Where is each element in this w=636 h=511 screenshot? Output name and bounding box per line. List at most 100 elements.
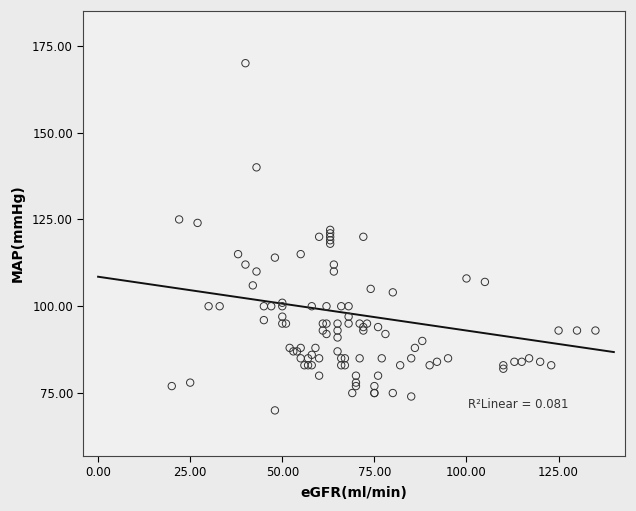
Point	[425, 361, 435, 369]
Point	[292, 347, 302, 356]
Point	[336, 354, 347, 362]
Point	[307, 302, 317, 310]
Point	[281, 319, 291, 328]
Point	[247, 282, 258, 290]
Point	[366, 285, 376, 293]
Point	[343, 319, 354, 328]
Point	[214, 302, 225, 310]
Point	[296, 250, 306, 258]
Point	[546, 361, 556, 369]
Text: R²Linear = 0.081: R²Linear = 0.081	[468, 398, 569, 411]
Point	[329, 261, 339, 269]
Point	[270, 406, 280, 414]
Point	[325, 226, 335, 234]
Point	[351, 382, 361, 390]
X-axis label: eGFR(ml/min): eGFR(ml/min)	[301, 486, 408, 500]
Point	[277, 313, 287, 321]
Point	[358, 233, 368, 241]
Point	[259, 316, 269, 324]
Point	[395, 361, 405, 369]
Point	[535, 358, 545, 366]
Point	[321, 319, 331, 328]
Point	[300, 361, 310, 369]
Point	[347, 389, 357, 397]
Point	[325, 233, 335, 241]
Point	[388, 389, 398, 397]
Point	[325, 229, 335, 238]
Point	[417, 337, 427, 345]
Point	[388, 288, 398, 296]
Point	[321, 302, 331, 310]
Point	[167, 382, 177, 390]
Point	[325, 236, 335, 244]
Point	[303, 361, 313, 369]
Point	[373, 323, 383, 331]
Point	[314, 233, 324, 241]
Point	[498, 365, 508, 373]
Point	[572, 327, 582, 335]
Point	[336, 361, 347, 369]
Point	[284, 344, 294, 352]
Point	[233, 250, 243, 258]
Point	[266, 302, 276, 310]
Point	[307, 361, 317, 369]
Point	[296, 354, 306, 362]
Point	[296, 344, 306, 352]
Point	[377, 354, 387, 362]
Point	[443, 354, 453, 362]
Point	[174, 215, 184, 223]
Point	[240, 261, 251, 269]
Point	[370, 382, 380, 390]
Point	[333, 327, 343, 335]
Point	[370, 389, 380, 397]
Point	[480, 278, 490, 286]
Point	[270, 253, 280, 262]
Point	[333, 333, 343, 341]
Point	[432, 358, 442, 366]
Point	[343, 302, 354, 310]
Point	[277, 302, 287, 310]
Point	[277, 319, 287, 328]
Point	[354, 354, 364, 362]
Point	[185, 379, 195, 387]
Point	[553, 327, 563, 335]
Point	[329, 267, 339, 275]
Point	[370, 389, 380, 397]
Point	[325, 240, 335, 248]
Point	[553, 400, 563, 408]
Point	[509, 358, 520, 366]
Y-axis label: MAP(mmHg): MAP(mmHg)	[11, 184, 25, 282]
Point	[314, 354, 324, 362]
Point	[340, 361, 350, 369]
Point	[204, 302, 214, 310]
Point	[358, 327, 368, 335]
Point	[362, 319, 372, 328]
Point	[358, 323, 368, 331]
Point	[340, 354, 350, 362]
Point	[461, 274, 471, 283]
Point	[590, 327, 600, 335]
Point	[318, 327, 328, 335]
Point	[516, 358, 527, 366]
Point	[240, 59, 251, 67]
Point	[193, 219, 203, 227]
Point	[524, 354, 534, 362]
Point	[251, 163, 261, 171]
Point	[259, 302, 269, 310]
Point	[307, 351, 317, 359]
Point	[318, 319, 328, 328]
Point	[406, 392, 417, 401]
Point	[351, 371, 361, 380]
Point	[410, 344, 420, 352]
Point	[333, 347, 343, 356]
Point	[303, 354, 313, 362]
Point	[251, 267, 261, 275]
Point	[380, 330, 391, 338]
Point	[277, 298, 287, 307]
Point	[321, 330, 331, 338]
Point	[406, 354, 417, 362]
Point	[351, 379, 361, 387]
Point	[336, 302, 347, 310]
Point	[354, 319, 364, 328]
Point	[314, 371, 324, 380]
